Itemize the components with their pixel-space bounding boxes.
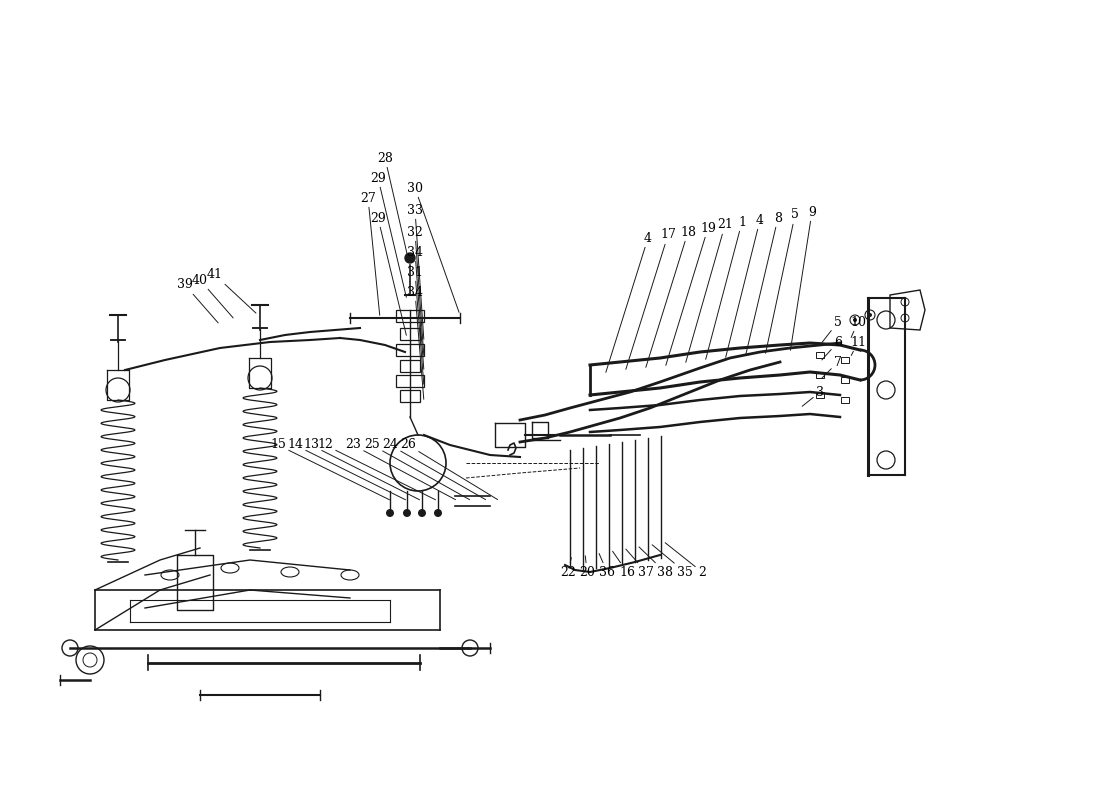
Text: 32: 32 (407, 226, 424, 355)
Text: 8: 8 (746, 211, 782, 355)
Bar (396, 375, 424, 387)
Text: 11: 11 (850, 335, 866, 355)
Text: 7: 7 (822, 355, 842, 378)
Circle shape (868, 313, 872, 317)
Text: 18: 18 (646, 226, 696, 367)
Text: 26: 26 (400, 438, 497, 499)
Text: 14: 14 (287, 438, 406, 500)
Text: 24: 24 (382, 438, 485, 500)
Text: 17: 17 (626, 229, 675, 370)
Text: 41: 41 (207, 269, 256, 313)
Text: 35: 35 (652, 545, 693, 578)
Text: 20: 20 (579, 556, 595, 578)
Bar (396, 310, 424, 322)
Text: 34: 34 (407, 286, 424, 399)
Circle shape (462, 640, 478, 656)
Bar (842, 397, 849, 403)
Circle shape (418, 509, 426, 517)
Text: 27: 27 (360, 191, 379, 315)
Text: 5: 5 (822, 315, 842, 343)
Text: 22: 22 (560, 558, 576, 578)
Text: 6: 6 (822, 335, 842, 360)
Text: 5: 5 (766, 209, 799, 354)
Text: 2: 2 (666, 542, 706, 578)
Text: 16: 16 (613, 551, 635, 578)
Text: 23: 23 (345, 438, 455, 500)
Text: 29: 29 (370, 211, 406, 335)
Text: 3: 3 (802, 386, 824, 406)
Bar (816, 352, 824, 358)
Text: 40: 40 (192, 274, 233, 318)
Circle shape (386, 509, 394, 517)
Text: 1: 1 (706, 215, 746, 359)
Text: 25: 25 (364, 438, 470, 500)
Text: 37: 37 (626, 549, 653, 578)
Circle shape (62, 640, 78, 656)
Text: 31: 31 (407, 266, 424, 384)
Text: 30: 30 (407, 182, 459, 312)
Circle shape (852, 318, 857, 322)
Bar (396, 344, 424, 356)
Bar (400, 360, 420, 372)
Text: 12: 12 (317, 438, 436, 500)
Text: 38: 38 (639, 547, 673, 578)
Bar (842, 357, 849, 363)
Bar (816, 372, 824, 378)
Text: 29: 29 (370, 171, 406, 298)
Text: 33: 33 (407, 203, 424, 339)
Text: 10: 10 (850, 315, 866, 338)
Text: 39: 39 (177, 278, 218, 323)
Text: 9: 9 (791, 206, 816, 350)
Text: 21: 21 (685, 218, 733, 362)
Circle shape (434, 509, 442, 517)
Text: 19: 19 (666, 222, 716, 366)
Text: 36: 36 (600, 554, 615, 578)
Text: 4: 4 (606, 231, 652, 372)
Text: 28: 28 (377, 151, 407, 255)
Bar (816, 392, 824, 398)
Circle shape (403, 509, 411, 517)
Text: 15: 15 (271, 438, 389, 500)
Circle shape (405, 253, 415, 263)
Text: 34: 34 (407, 246, 424, 370)
Bar (400, 328, 420, 340)
Text: 13: 13 (302, 438, 419, 500)
Bar (842, 377, 849, 383)
Text: 4: 4 (726, 214, 764, 358)
Bar (400, 390, 420, 402)
